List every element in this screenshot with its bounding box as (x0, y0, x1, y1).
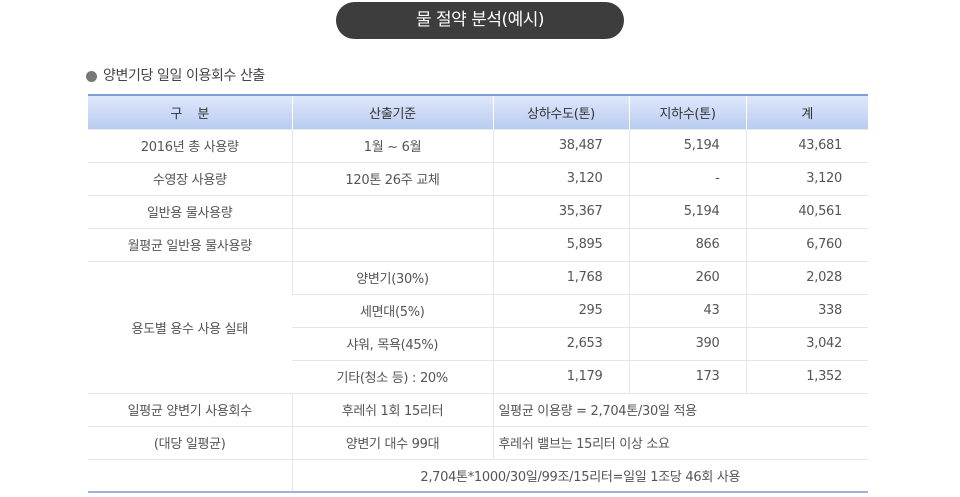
row-category: 일반용 물사용량 (88, 194, 292, 228)
row-groundwater: 390 (628, 326, 746, 360)
row-criteria: 1월 ~ 6월 (291, 128, 493, 162)
row-note: 후레쉬 밸브는 15리터 이상 소요 (492, 425, 868, 459)
row-criteria (291, 227, 493, 261)
row-groundwater: 260 (628, 260, 746, 294)
header-total: 계 (745, 94, 868, 129)
row-total: 6,760 (745, 227, 868, 261)
bullet-icon (86, 70, 97, 82)
table-row: 샤워, 목욕(45%) 2,653 390 3,042 (88, 326, 868, 360)
table-row: (대당 일평균) 양변기 대수 99대 후레쉬 밸브는 15리터 이상 소요 (88, 425, 868, 459)
table-row: 기타(청소 등) : 20% 1,179 173 1,352 (88, 359, 868, 393)
row-total: 338 (745, 293, 868, 327)
header-category: 구 분 (88, 94, 292, 129)
row-criteria: 세면대(5%) (292, 293, 493, 327)
row-total: 1,352 (745, 359, 868, 393)
row-water-supply: 5,895 (492, 227, 629, 261)
row-groundwater: - (628, 161, 746, 195)
row-water-supply: 2,653 (492, 326, 629, 360)
row-water-supply: 35,367 (492, 194, 629, 228)
row-note: 일평균 이용량 = 2,704톤/30일 적용 (492, 392, 868, 426)
row-criteria: 후레쉬 1회 15리터 (291, 392, 493, 426)
row-water-supply: 295 (492, 293, 629, 327)
row-category: 수영장 사용량 (88, 161, 292, 195)
usage-group-category: 용도별 용수 사용 실태 (88, 260, 292, 393)
row-total: 2,028 (745, 260, 868, 294)
page-title: 물 절약 분석(예시) (336, 2, 624, 39)
row-total: 3,042 (745, 326, 868, 360)
row-category: 일평균 양변기 사용회수 (88, 392, 292, 426)
row-category: 월평균 일반용 물사용량 (88, 227, 292, 261)
row-category: (대당 일평균) (88, 425, 292, 459)
row-groundwater: 5,194 (628, 194, 746, 228)
row-water-supply: 3,120 (492, 161, 629, 195)
header-criteria: 산출기준 (291, 94, 493, 129)
row-criteria: 양변기(30%) (291, 260, 493, 294)
table-row: 세면대(5%) 295 43 338 (88, 293, 868, 327)
row-criteria: 양변기 대수 99대 (291, 425, 493, 459)
table-header-row: 구 분 산출기준 상하수도(톤) 지하수(톤) 계 (88, 94, 868, 129)
row-water-supply: 1,179 (492, 359, 629, 393)
table-row: 2,704톤*1000/30일/99조/15리터=일일 1조당 46회 사용 (88, 458, 868, 493)
table-row: 수영장 사용량 120톤 26주 교체 3,120 - 3,120 (88, 161, 868, 195)
row-total: 40,561 (745, 194, 868, 228)
row-criteria: 120톤 26주 교체 (291, 161, 493, 195)
table-row: 일평균 양변기 사용회수 후레쉬 1회 15리터 일평균 이용량 = 2,704… (88, 392, 868, 426)
row-criteria (291, 194, 493, 228)
row-criteria: 샤워, 목욕(45%) (292, 326, 493, 360)
row-groundwater: 43 (628, 293, 746, 327)
row-total: 3,120 (745, 161, 868, 195)
header-groundwater: 지하수(톤) (628, 94, 746, 129)
row-groundwater: 5,194 (628, 128, 746, 162)
header-water-supply: 상하수도(톤) (492, 94, 629, 129)
section-heading: 양변기당 일일 이용회수 산출 (86, 66, 265, 86)
row-category: 2016년 총 사용량 (88, 128, 292, 162)
row-groundwater: 173 (628, 359, 746, 393)
table-row: 일반용 물사용량 35,367 5,194 40,561 (88, 194, 868, 228)
section-heading-text: 양변기당 일일 이용회수 산출 (103, 68, 265, 84)
row-category-empty (88, 458, 292, 493)
table-row: 용도별 용수 사용 실태 양변기(30%) 1,768 260 2,028 (88, 260, 868, 393)
table-row: 월평균 일반용 물사용량 5,895 866 6,760 (88, 227, 868, 261)
row-groundwater: 866 (628, 227, 746, 261)
row-criteria: 기타(청소 등) : 20% (292, 359, 493, 393)
table-row: 2016년 총 사용량 1월 ~ 6월 38,487 5,194 43,681 (88, 128, 868, 162)
formula-row: 2,704톤*1000/30일/99조/15리터=일일 1조당 46회 사용 (291, 458, 868, 493)
row-water-supply: 38,487 (492, 128, 629, 162)
row-water-supply: 1,768 (492, 260, 629, 294)
water-analysis-table: 구 분 산출기준 상하수도(톤) 지하수(톤) 계 2016년 총 사용량 1월… (88, 94, 868, 493)
row-total: 43,681 (745, 128, 868, 162)
